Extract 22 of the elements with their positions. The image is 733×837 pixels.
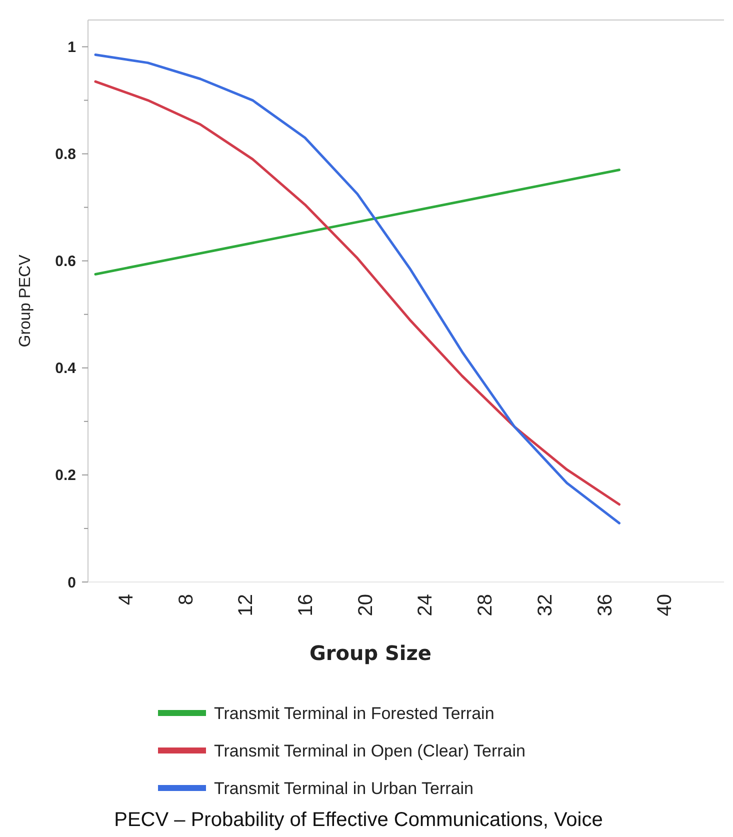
legend-label: Transmit Terminal in Forested Terrain bbox=[214, 704, 494, 723]
x-tick-label: 12 bbox=[235, 594, 258, 616]
legend-label: Transmit Terminal in Urban Terrain bbox=[214, 778, 474, 798]
x-tick-label: 40 bbox=[654, 594, 676, 616]
x-tick-label: 16 bbox=[294, 594, 317, 616]
x-tick-label: 28 bbox=[474, 594, 497, 616]
x-tick-label: 36 bbox=[594, 594, 616, 616]
y-tick-label: 0.8 bbox=[55, 146, 76, 164]
y-tick-label: 0 bbox=[68, 574, 76, 592]
text: PECV – Probability of Effective Communications, Voice bbox=[114, 809, 603, 831]
x-tick-label: 24 bbox=[414, 594, 437, 616]
x-tick-label: 4 bbox=[115, 594, 138, 606]
y-tick-label: 0.2 bbox=[55, 467, 76, 484]
y-tick-label: 0.6 bbox=[55, 253, 76, 270]
x-tick-label: 8 bbox=[175, 594, 198, 606]
x-tick-label: 20 bbox=[354, 594, 377, 616]
legend-label: Transmit Terminal in Open (Clear) Terrain bbox=[214, 741, 526, 760]
y-tick-label: 1 bbox=[68, 39, 76, 56]
y-axis-title: Group PECV bbox=[17, 254, 34, 348]
y-tick-label: 0.4 bbox=[55, 360, 77, 378]
x-axis-title: Group Size bbox=[309, 641, 432, 665]
x-tick-label: 32 bbox=[534, 594, 556, 616]
